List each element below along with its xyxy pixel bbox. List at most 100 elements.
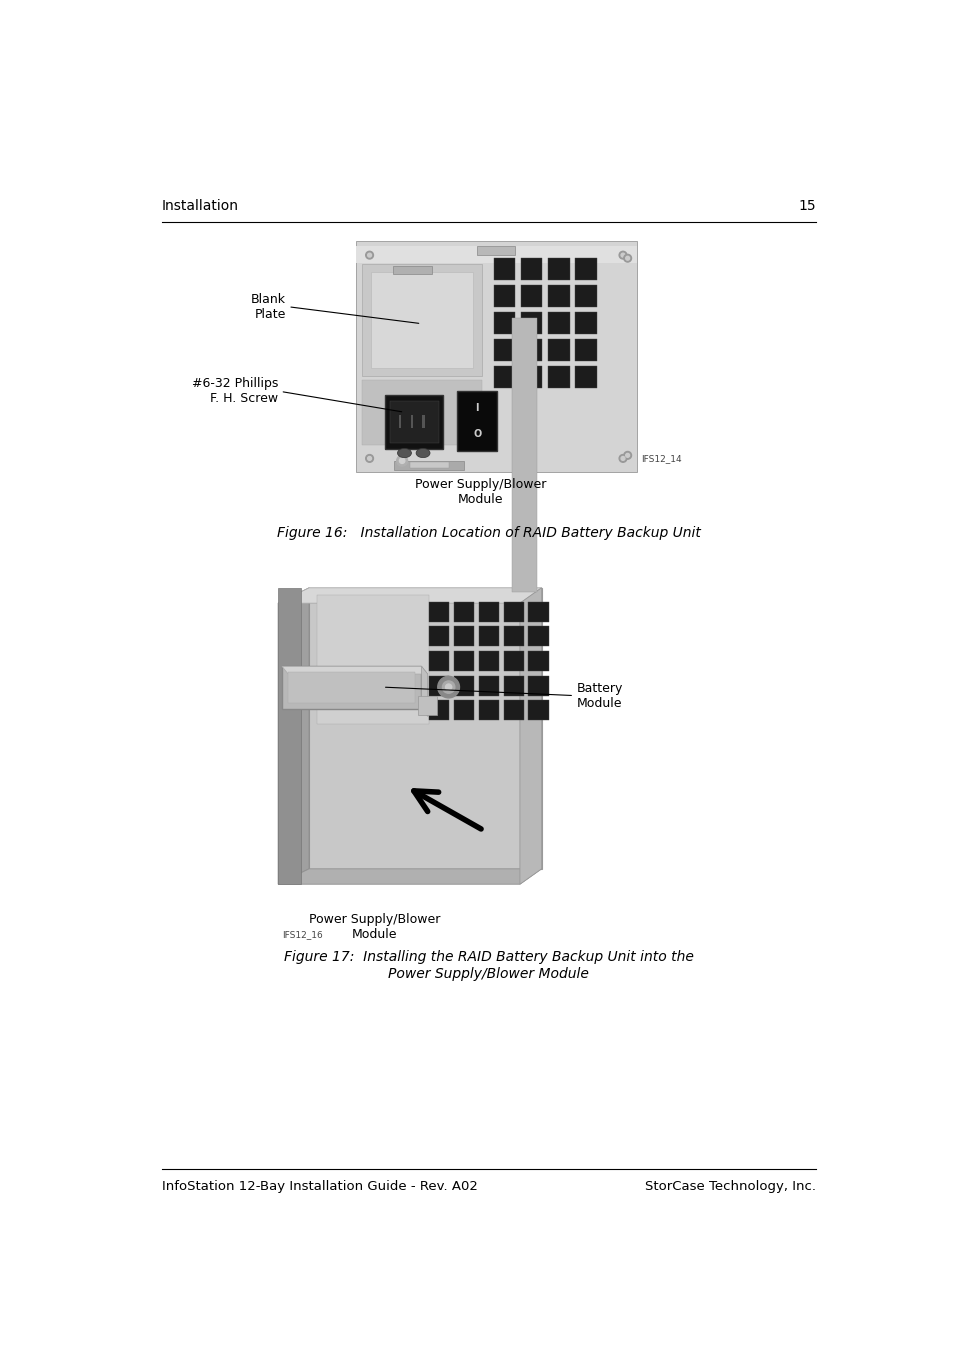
Circle shape: [620, 456, 624, 460]
Bar: [456, 392, 497, 452]
Text: I: I: [475, 404, 478, 413]
Bar: [493, 285, 515, 307]
Bar: [503, 700, 523, 720]
Text: Blank
Plate: Blank Plate: [251, 293, 286, 320]
Bar: [493, 366, 515, 387]
Text: 15: 15: [798, 199, 815, 212]
Bar: [575, 285, 596, 307]
Circle shape: [407, 409, 412, 415]
Bar: [520, 366, 542, 387]
Bar: [528, 675, 548, 695]
Text: Figure 16:   Installation Location of RAID Battery Backup Unit: Figure 16: Installation Location of RAID…: [276, 526, 700, 541]
Bar: [478, 601, 498, 622]
Bar: [512, 318, 537, 591]
Bar: [478, 700, 498, 720]
Bar: [478, 675, 498, 695]
Circle shape: [625, 453, 629, 457]
Bar: [520, 285, 542, 307]
Polygon shape: [278, 587, 541, 604]
Bar: [429, 601, 449, 622]
Bar: [371, 272, 472, 368]
Bar: [410, 415, 413, 428]
Circle shape: [365, 252, 373, 259]
Circle shape: [367, 456, 371, 460]
Bar: [503, 675, 523, 695]
Text: Battery
Module: Battery Module: [576, 682, 622, 709]
Circle shape: [437, 676, 459, 698]
Polygon shape: [421, 667, 427, 716]
Text: IFS12_16: IFS12_16: [282, 931, 322, 939]
Bar: [316, 596, 429, 724]
Bar: [355, 246, 637, 263]
Bar: [520, 259, 542, 279]
Bar: [429, 675, 449, 695]
Bar: [278, 587, 301, 884]
Bar: [429, 650, 449, 671]
Text: Power Supply/Blower
Module: Power Supply/Blower Module: [415, 478, 545, 507]
Bar: [454, 650, 474, 671]
Bar: [528, 601, 548, 622]
Bar: [520, 340, 542, 360]
Bar: [429, 626, 449, 646]
Bar: [410, 463, 448, 468]
Polygon shape: [278, 587, 309, 884]
Bar: [503, 650, 523, 671]
Circle shape: [623, 452, 631, 459]
Bar: [493, 340, 515, 360]
Bar: [361, 379, 481, 445]
Ellipse shape: [397, 449, 411, 457]
Bar: [390, 401, 438, 444]
Polygon shape: [278, 869, 541, 884]
Bar: [454, 700, 474, 720]
Bar: [478, 626, 498, 646]
Circle shape: [618, 252, 626, 259]
Bar: [429, 700, 449, 720]
Text: Installation: Installation: [162, 199, 238, 212]
Bar: [493, 312, 515, 334]
Text: #6-32 Phillips
F. H. Screw: #6-32 Phillips F. H. Screw: [192, 378, 278, 405]
Bar: [503, 601, 523, 622]
Text: Figure 17:  Installing the RAID Battery Backup Unit into the: Figure 17: Installing the RAID Battery B…: [284, 950, 693, 964]
Ellipse shape: [416, 449, 430, 457]
Bar: [575, 312, 596, 334]
Circle shape: [396, 456, 407, 465]
Bar: [547, 340, 569, 360]
Bar: [417, 695, 436, 715]
Circle shape: [399, 459, 404, 464]
Bar: [454, 626, 474, 646]
Bar: [528, 650, 548, 671]
Text: Power Supply/Blower Module: Power Supply/Blower Module: [388, 967, 589, 980]
Bar: [355, 241, 637, 472]
Bar: [288, 672, 415, 702]
Circle shape: [442, 680, 455, 693]
Bar: [266, 572, 557, 908]
Bar: [476, 246, 515, 255]
Bar: [575, 259, 596, 279]
Circle shape: [367, 253, 371, 257]
Bar: [547, 285, 569, 307]
Bar: [478, 650, 498, 671]
Polygon shape: [519, 587, 541, 884]
Bar: [528, 626, 548, 646]
Bar: [493, 259, 515, 279]
Circle shape: [625, 256, 629, 260]
Text: IFS12_14: IFS12_14: [640, 455, 680, 463]
Text: Power Supply/Blower
Module: Power Supply/Blower Module: [309, 913, 440, 942]
Bar: [393, 266, 431, 274]
Circle shape: [445, 684, 452, 690]
Circle shape: [620, 253, 624, 257]
Text: O: O: [473, 428, 481, 439]
Bar: [520, 312, 542, 334]
Bar: [575, 366, 596, 387]
Bar: [309, 587, 541, 869]
Text: StorCase Technology, Inc.: StorCase Technology, Inc.: [644, 1180, 815, 1192]
Bar: [547, 259, 569, 279]
Bar: [394, 461, 464, 470]
Circle shape: [618, 455, 626, 463]
Bar: [503, 626, 523, 646]
Bar: [282, 667, 421, 709]
Text: InfoStation 12-Bay Installation Guide - Rev. A02: InfoStation 12-Bay Installation Guide - …: [162, 1180, 477, 1192]
Bar: [547, 366, 569, 387]
Bar: [528, 700, 548, 720]
Circle shape: [623, 255, 631, 261]
